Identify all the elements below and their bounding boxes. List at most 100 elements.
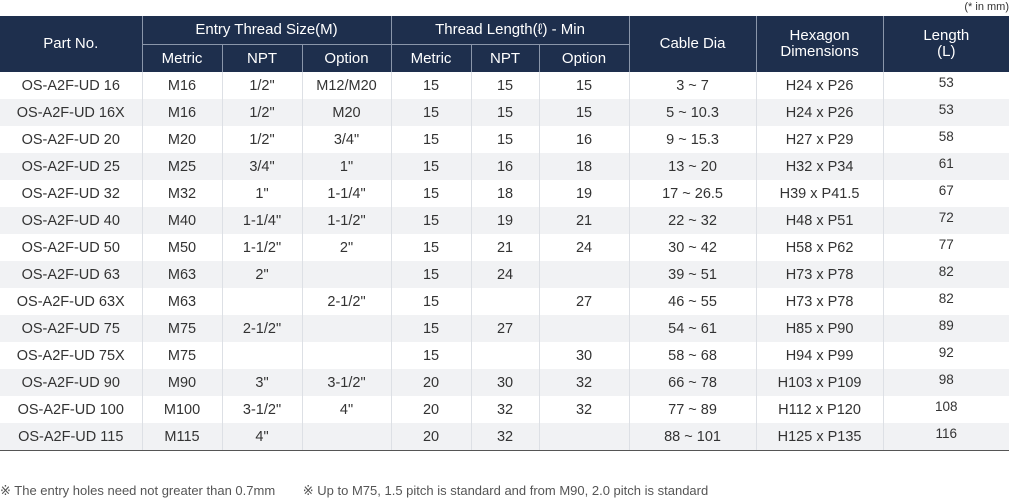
subheader-length-npt: NPT [470,44,540,72]
spec-table: Part No. Entry Thread Size(M) Thread Len… [0,16,1010,451]
cell-part-no: OS-A2F-UD 16 [21,77,120,94]
cell-entry-npt: 3-1/2" [221,396,302,423]
cell-entry-metric: M100 [141,396,222,423]
unit-note: (* in mm) [964,1,1009,13]
cell-length-metric: 20 [390,396,472,423]
cell-hexagon: H73 x P78 [755,288,884,315]
cell-hexagon: H112 x P120 [755,396,884,423]
cell-part-no: OS-A2F-UD 90 [0,369,142,396]
cell-cable-dia: 58 ~ 68 [628,342,757,369]
cell-length-option: 19 [538,180,630,207]
table-row: OS-A2F-UD 100 M100 3-1/2" 4" 20 32 32 77 ~ 89 H1… [0,396,1010,423]
cell-part-no: OS-A2F-UD 115 [0,423,142,451]
cell-cable-dia: 17 ~ 26.5 [628,180,757,207]
subheader-entry-metric: Metric [142,44,223,72]
cell-hexagon: H58 x P62 [755,234,884,261]
subheader-length-metric: Metric [390,44,472,72]
cell-part-no: OS-A2F-UD 50 [21,239,120,256]
subheader-entry-option: Option [301,44,392,72]
cell-part-no: OS-A2F-UD 25 [0,153,142,180]
header-length-line2: (L) [937,43,956,60]
cell-hexagon: H24 x P26 [755,99,884,126]
table-row: OS-A2F-UD 16 M16 1/2" M12/M20 15 15 15 3 ~ 7 H24… [0,72,1010,99]
cell-entry-npt: 1/2" [221,99,302,126]
cell-entry-metric: M63 [141,261,222,288]
table-row: OS-A2F-UD 16X M16 1/2" M20 15 15 15 5 ~ 10.3 H24… [0,99,1010,126]
table-body: OS-A2F-UD 16 M16 1/2" M12/M20 15 15 15 3 ~ 7 H24… [0,72,1010,451]
cell-entry-metric: M75 [141,342,222,369]
cell-hexagon: H94 x P99 [755,342,884,369]
header-hexagon-dimensions: Hexagon Dimensions [755,16,884,72]
cell-length: 61 [882,153,1010,180]
cell-length-metric: 15 [390,153,472,180]
cell-length: 82 [882,288,1010,315]
cell-entry-metric: M16 [141,99,222,126]
header-cable-dia: Cable Dia [628,16,757,72]
footnotes: ※ The entry holes need not greater than … [0,483,1011,499]
cell-length-option: 16 [538,126,630,153]
cell-length-npt: 15 [470,126,540,153]
cell-entry-option: M12/M20 [301,72,392,99]
cell-length: 82 [882,261,1010,288]
cell-part-no: OS-A2F-UD 75X [16,347,125,364]
cell-length-npt: 15 [470,99,540,126]
header-hexagon-line2: Dimensions [780,43,859,60]
table-row: OS-A2F-UD 75X M75 15 30 58 ~ 68 H94 x P99 92 [0,342,1010,369]
cell-hexagon: H48 x P51 [755,207,884,234]
cell-cable-dia: 30 ~ 42 [628,234,757,261]
cell-hexagon: H125 x P135 [755,423,884,451]
cell-entry-metric: M50 [141,234,222,261]
cell-length-metric: 15 [390,288,472,315]
table-row: OS-A2F-UD 32 M32 1" 1-1/4" 15 18 19 17 ~ 26.5 H3… [0,180,1010,207]
cell-length-option: 15 [538,99,630,126]
cell-length-npt [470,288,540,315]
cell-length-option: 15 [538,72,630,99]
cell-cable-dia: 22 ~ 32 [628,207,757,234]
cell-length-metric: 15 [390,126,472,153]
cell-length-npt: 19 [470,207,540,234]
cell-length: 98 [882,369,1010,396]
cell-length-npt: 32 [470,396,540,423]
cell-length-option: 32 [538,369,630,396]
header-length-line1: Length [923,27,970,44]
table-row: OS-A2F-UD 63 M63 2" 15 24 39 ~ 51 H73 x P78 82 [0,261,1010,288]
cell-entry-option: 1-1/2" [301,207,392,234]
cell-length-metric: 15 [390,342,472,369]
cell-entry-option: 1-1/4" [301,180,392,207]
cell-hexagon: H39 x P41.5 [755,180,884,207]
cell-length: 58 [882,126,1010,153]
cell-cable-dia: 13 ~ 20 [628,153,757,180]
cell-length: 108 [882,396,1010,423]
cell-length-metric: 20 [390,369,472,396]
cell-length: 67 [882,180,1010,207]
cell-entry-npt: 3/4" [221,153,302,180]
table-header: Part No. Entry Thread Size(M) Thread Len… [0,16,1010,72]
subheader-entry-npt: NPT [221,44,303,72]
cell-entry-metric: M63 [141,288,222,315]
table-row: OS-A2F-UD 40 M40 1-1/4" 1-1/2" 15 19 21 22 ~ 32… [0,207,1010,234]
cell-entry-npt: 1-1/2" [221,234,302,261]
cell-entry-option [301,342,392,369]
table-row: OS-A2F-UD 75 M75 2-1/2" 15 27 54 ~ 61 H85 x P9… [0,315,1010,342]
cell-cable-dia: 66 ~ 78 [628,369,757,396]
cell-length-option: 30 [538,342,630,369]
cell-length-npt: 18 [470,180,540,207]
cell-part-no: OS-A2F-UD 32 [21,185,120,202]
cell-length-metric: 15 [390,261,472,288]
cell-cable-dia: 77 ~ 89 [628,396,757,423]
cell-cable-dia: 46 ~ 55 [628,288,757,315]
cell-part-no: OS-A2F-UD 75 [0,315,142,342]
cell-length-npt: 16 [470,153,540,180]
cell-length-npt: 15 [470,72,540,99]
cell-hexagon: H103 x P109 [755,369,884,396]
cell-length-option [538,261,630,288]
cell-length: 53 [882,99,1010,126]
header-length: Length (L) [882,16,1010,72]
cell-entry-npt [221,342,302,369]
cell-part-no: OS-A2F-UD 16X [0,99,142,126]
cell-hexagon: H27 x P29 [755,126,884,153]
footnote-entry-holes: ※ The entry holes need not greater than … [0,483,276,498]
cell-hexagon: H73 x P78 [755,261,884,288]
cell-length-npt [470,342,540,369]
cell-length-npt: 30 [470,369,540,396]
